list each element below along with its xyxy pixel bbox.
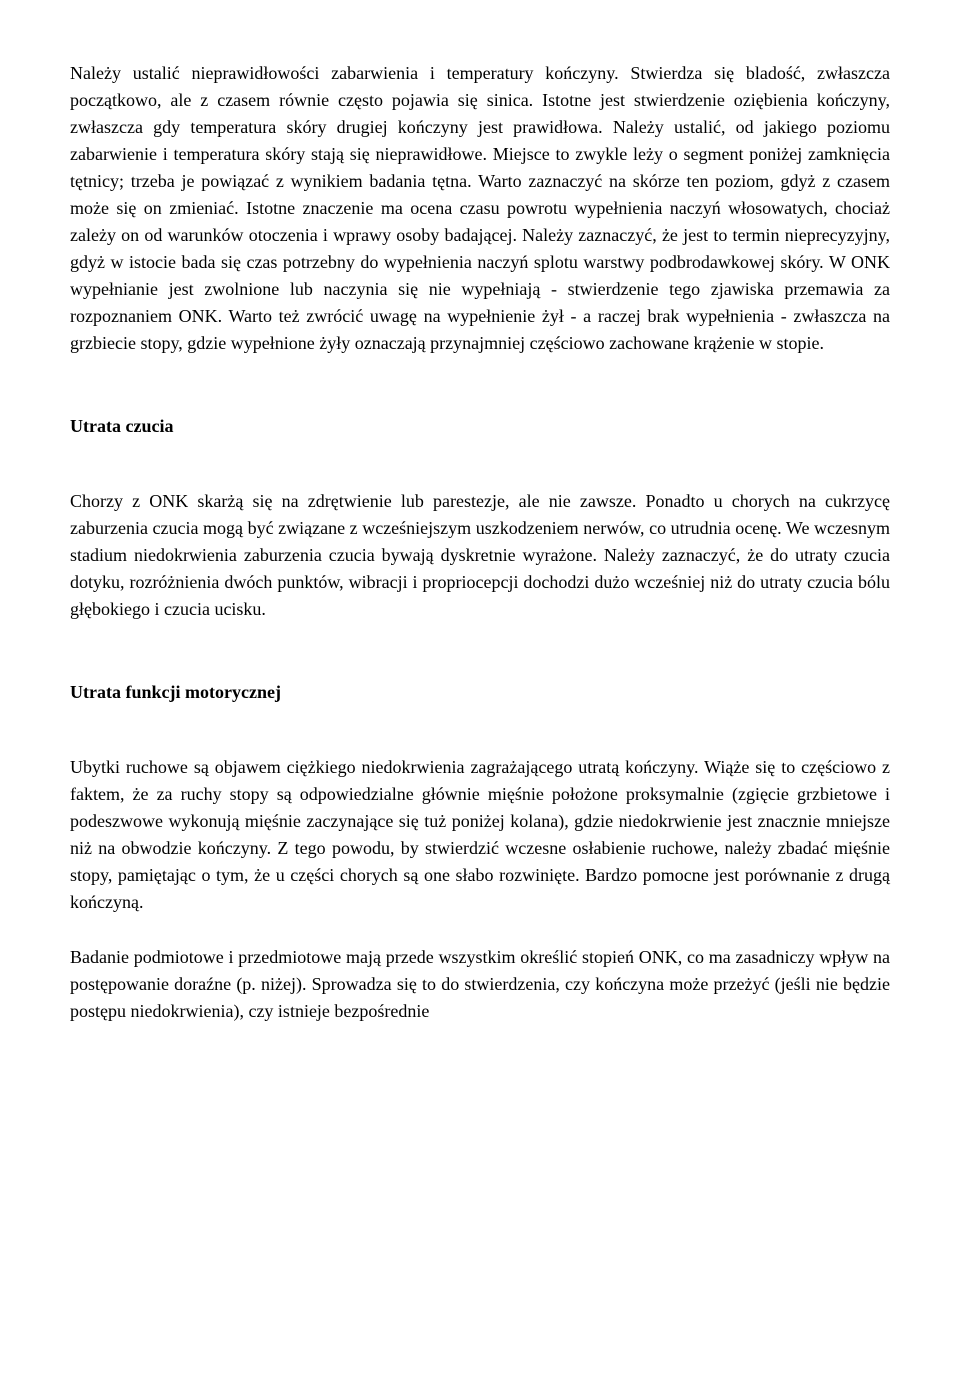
intro-paragraph: Należy ustalić nieprawidłowości zabarwie…	[70, 60, 890, 357]
section-heading-sensation-loss: Utrata czucia	[70, 413, 890, 440]
section-paragraph: Badanie podmiotowe i przedmiotowe mają p…	[70, 944, 890, 1025]
section-heading-motor-loss: Utrata funkcji motorycznej	[70, 679, 890, 706]
section-paragraph: Ubytki ruchowe są objawem ciężkiego nied…	[70, 754, 890, 916]
section-paragraph: Chorzy z ONK skarżą się na zdrętwienie l…	[70, 488, 890, 623]
